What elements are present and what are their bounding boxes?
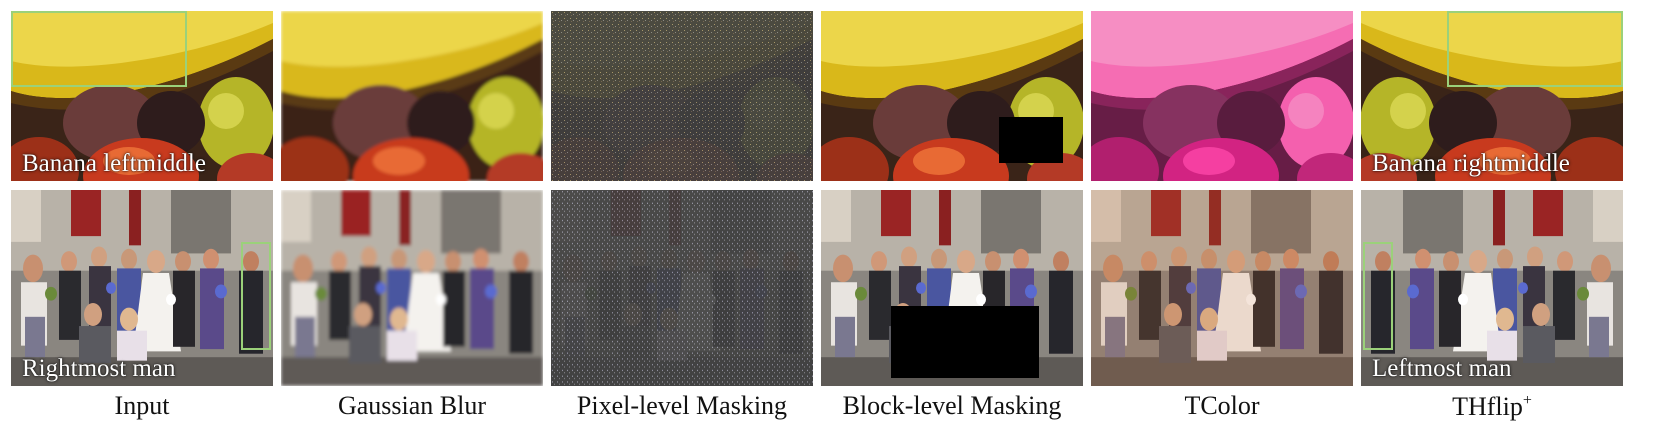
label-banana-rightmiddle: Banana rightmiddle <box>1372 150 1570 177</box>
panel-thflip-fruit: Banana rightmiddle <box>1361 11 1623 181</box>
label-leftmost-man: Leftmost man <box>1372 355 1512 382</box>
panel-input-fruit: Banana leftmiddle <box>11 11 273 181</box>
caption-block-level-masking: Block-level Masking <box>842 391 1062 420</box>
panel-tcolor-fruit <box>1091 11 1353 181</box>
banana-bounding-box <box>1447 11 1623 87</box>
panel-pixel-mask-fruit <box>551 11 813 181</box>
caption-thflip-text: THflip <box>1452 392 1523 421</box>
panel-block-mask-crowd <box>821 190 1083 386</box>
label-rightmost-man: Rightmost man <box>22 355 176 382</box>
label-banana-leftmiddle: Banana leftmiddle <box>22 150 206 177</box>
panel-block-mask-fruit <box>821 11 1083 181</box>
panel-blur-crowd <box>281 190 543 386</box>
caption-thflip-sup: + <box>1522 392 1532 409</box>
masked-block <box>891 306 1039 378</box>
panel-thflip-crowd: Leftmost man <box>1361 190 1623 386</box>
man-bounding-box <box>241 242 271 350</box>
masked-block <box>999 117 1063 163</box>
panel-blur-fruit <box>281 11 543 181</box>
caption-gaussian-blur: Gaussian Blur <box>337 391 487 420</box>
panel-input-crowd: Rightmost man <box>11 190 273 386</box>
banana-bounding-box <box>11 11 187 87</box>
panel-tcolor-crowd <box>1091 190 1353 386</box>
caption-tcolor: TColor <box>1184 391 1260 420</box>
panel-pixel-mask-crowd <box>551 190 813 386</box>
caption-thflip: THflip+ <box>1355 393 1629 420</box>
man-bounding-box <box>1363 242 1393 350</box>
caption-pixel-level-masking: Pixel-level Masking <box>576 391 788 420</box>
caption-input: Input <box>114 391 170 420</box>
